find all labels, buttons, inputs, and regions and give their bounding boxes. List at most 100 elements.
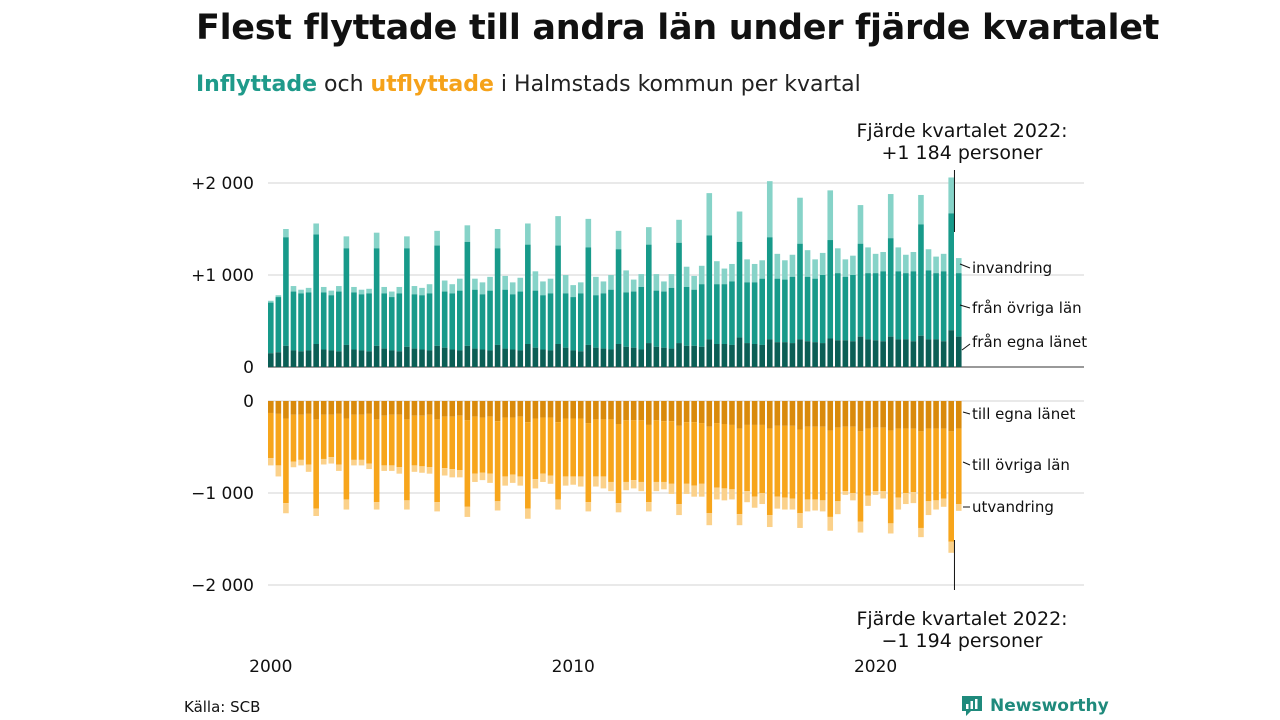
x-tick-1: 2010 bbox=[552, 657, 595, 677]
bar-in-own-64 bbox=[751, 344, 758, 367]
bar-out-own-35 bbox=[532, 401, 539, 419]
bar-in-own-50 bbox=[646, 343, 652, 367]
callout-bottom-line1: Fjärde kvartalet 2022: bbox=[856, 608, 1068, 630]
bar-out-own-61 bbox=[729, 401, 735, 425]
bar-in-own-76 bbox=[842, 340, 849, 367]
bar-out-other-2 bbox=[283, 418, 289, 504]
x-tick-0: 2000 bbox=[249, 657, 292, 677]
bar-in-own-80 bbox=[872, 340, 879, 367]
bar-out-emigration-25 bbox=[457, 470, 463, 478]
bar-out-other-39 bbox=[562, 418, 569, 477]
bar-in-other-24 bbox=[449, 293, 456, 350]
bar-in-immigration-77 bbox=[850, 255, 856, 275]
bar-out-emigration-29 bbox=[487, 473, 493, 483]
bar-out-emigration-48 bbox=[630, 480, 637, 489]
bar-out-emigration-61 bbox=[729, 489, 735, 500]
bar-out-other-44 bbox=[600, 419, 607, 477]
bar-out-other-8 bbox=[328, 414, 335, 458]
bar-out-other-9 bbox=[336, 413, 342, 465]
bar-in-other-25 bbox=[457, 290, 463, 351]
bar-in-own-71 bbox=[804, 341, 811, 367]
bar-out-other-89 bbox=[940, 428, 947, 499]
bar-in-own-43 bbox=[593, 347, 599, 367]
bar-out-own-56 bbox=[691, 401, 697, 423]
bar-out-emigration-57 bbox=[698, 483, 705, 497]
bar-out-other-64 bbox=[751, 424, 758, 497]
bar-out-own-73 bbox=[819, 401, 826, 427]
bar-in-immigration-24 bbox=[449, 284, 456, 294]
bar-in-other-45 bbox=[608, 289, 614, 350]
bar-in-other-30 bbox=[494, 248, 501, 345]
bar-in-immigration-15 bbox=[381, 286, 387, 294]
bar-in-own-16 bbox=[388, 350, 395, 367]
bar-in-immigration-51 bbox=[653, 274, 660, 291]
bar-out-other-37 bbox=[547, 417, 554, 476]
bar-out-other-46 bbox=[615, 424, 622, 504]
bar-out-emigration-27 bbox=[472, 473, 478, 482]
bar-out-emigration-59 bbox=[714, 487, 720, 500]
bar-in-other-31 bbox=[502, 289, 508, 349]
bar-in-own-0 bbox=[268, 353, 274, 367]
bar-out-emigration-12 bbox=[358, 459, 365, 466]
bar-in-other-43 bbox=[593, 295, 599, 348]
bar-in-other-70 bbox=[797, 243, 803, 340]
legend-in-leader-2 bbox=[961, 343, 971, 351]
bar-in-other-0 bbox=[268, 302, 274, 354]
bar-out-emigration-77 bbox=[850, 493, 856, 501]
bar-in-own-49 bbox=[638, 349, 645, 367]
bar-out-own-80 bbox=[872, 401, 879, 428]
bar-out-emigration-7 bbox=[320, 458, 327, 465]
bar-in-other-28 bbox=[479, 294, 486, 350]
bar-out-own-1 bbox=[275, 401, 282, 414]
bar-out-emigration-23 bbox=[441, 468, 448, 476]
bar-out-other-22 bbox=[434, 419, 440, 503]
bar-out-own-9 bbox=[336, 401, 342, 414]
bar-out-emigration-28 bbox=[479, 472, 486, 481]
bar-out-emigration-91 bbox=[955, 504, 962, 511]
bar-in-immigration-36 bbox=[540, 281, 546, 296]
bar-in-other-76 bbox=[842, 276, 849, 341]
bar-out-other-79 bbox=[865, 428, 871, 496]
bar-out-own-72 bbox=[812, 401, 818, 427]
bar-out-own-51 bbox=[653, 401, 660, 421]
bar-out-other-0 bbox=[268, 412, 274, 459]
bar-out-emigration-30 bbox=[494, 501, 501, 511]
bar-in-own-42 bbox=[585, 344, 592, 367]
bar-out-own-42 bbox=[585, 401, 592, 424]
bar-in-own-60 bbox=[721, 344, 728, 367]
bar-out-emigration-34 bbox=[525, 508, 531, 519]
bar-out-emigration-88 bbox=[933, 500, 939, 510]
bar-in-other-54 bbox=[676, 242, 682, 344]
bar-in-own-70 bbox=[797, 339, 803, 367]
legend-out-leader-1 bbox=[962, 461, 971, 466]
bar-out-own-63 bbox=[744, 401, 750, 425]
bar-in-own-73 bbox=[819, 343, 826, 367]
bar-in-immigration-75 bbox=[835, 248, 841, 274]
bar-in-own-77 bbox=[850, 341, 856, 367]
bar-in-other-4 bbox=[298, 293, 304, 352]
bar-out-other-63 bbox=[744, 424, 750, 492]
legend-out-label-2: utvandring bbox=[972, 498, 1054, 516]
bar-in-own-47 bbox=[623, 346, 629, 367]
bar-in-immigration-62 bbox=[736, 211, 743, 242]
bar-out-own-12 bbox=[358, 401, 365, 415]
bar-in-immigration-26 bbox=[464, 225, 471, 242]
bar-in-own-31 bbox=[502, 348, 508, 367]
bar-in-immigration-63 bbox=[744, 259, 750, 283]
bar-in-other-12 bbox=[358, 294, 365, 351]
bar-in-own-84 bbox=[903, 339, 909, 367]
bar-out-other-45 bbox=[608, 419, 614, 482]
bar-in-own-90 bbox=[948, 330, 954, 367]
bar-out-emigration-32 bbox=[509, 474, 516, 483]
bar-out-own-13 bbox=[366, 401, 372, 414]
bar-out-own-28 bbox=[479, 401, 486, 418]
bar-out-emigration-4 bbox=[298, 459, 304, 466]
bar-in-own-15 bbox=[381, 348, 387, 367]
bar-in-other-13 bbox=[366, 293, 372, 352]
bar-in-immigration-45 bbox=[608, 275, 614, 290]
bar-in-immigration-22 bbox=[434, 230, 440, 246]
bar-in-immigration-8 bbox=[328, 290, 335, 296]
bar-in-immigration-84 bbox=[903, 254, 909, 274]
bar-out-own-0 bbox=[268, 401, 274, 413]
